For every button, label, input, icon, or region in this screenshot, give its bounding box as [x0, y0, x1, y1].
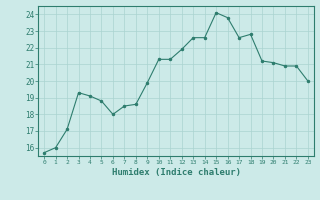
X-axis label: Humidex (Indice chaleur): Humidex (Indice chaleur): [111, 168, 241, 177]
